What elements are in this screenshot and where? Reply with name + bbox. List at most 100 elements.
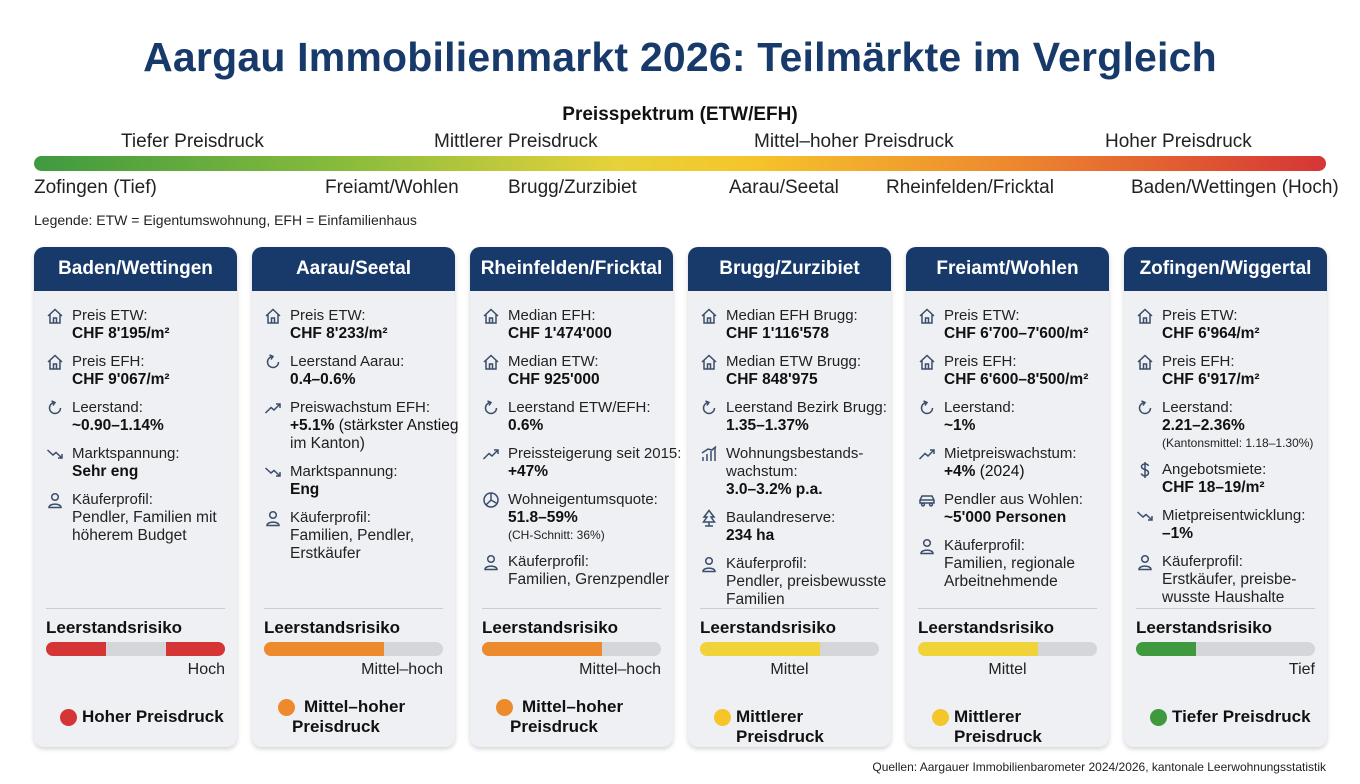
- item-value-text: CHF 6'700–7'600/m²: [944, 325, 1089, 342]
- card-title: Rheinfelden/Fricktal: [470, 247, 673, 291]
- trend-down-icon: [46, 445, 64, 463]
- item-label: Median EFH:: [508, 307, 596, 324]
- risk-bar-fill: [264, 642, 384, 656]
- item-label: Preis ETW:: [944, 307, 1020, 324]
- person-icon: [1136, 553, 1154, 571]
- item-value: CHF 1'474'000: [508, 325, 612, 343]
- refresh-icon: [1136, 399, 1154, 417]
- risk-label: Mittel–hoch: [361, 661, 443, 678]
- risk-label: Mittel: [988, 661, 1027, 678]
- house-icon: [700, 307, 718, 325]
- risk-bar-fill: [1136, 642, 1196, 656]
- divider: [264, 608, 443, 609]
- region-label: Freiamt/Wohlen: [325, 177, 459, 198]
- item-value: CHF 6'917/m²: [1162, 371, 1260, 389]
- risk-bar-fill: [482, 642, 602, 656]
- item-label: Preissteigerung seit 2015:: [508, 445, 682, 462]
- region-label: Aarau/Seetal: [729, 177, 839, 198]
- item-label: Preis ETW:: [1162, 307, 1238, 324]
- house-icon: [700, 353, 718, 371]
- house-icon: [46, 353, 64, 371]
- risk-bar-fill: [700, 642, 820, 656]
- page-title: Aargau Immobilienmarkt 2026: Teilmärkte …: [143, 34, 1217, 80]
- item-text: Familien, Pendler,: [290, 527, 415, 544]
- market-card: Aarau/Seetal Preis ETW: CHF 8'233/m² Leerst…: [252, 247, 459, 747]
- pressure-dot: [496, 699, 513, 716]
- pressure-label: Mittlerer Preisdruck: [736, 707, 824, 746]
- market-card: Brugg/Zurzibiet Median EFH Brugg: CHF 1'11…: [688, 247, 891, 747]
- pressure-label: Preisdruck: [510, 717, 598, 736]
- item-value-text: 3.0–3.2% p.a.: [726, 481, 823, 498]
- pressure-dot: [932, 709, 949, 726]
- person-icon: [482, 553, 500, 571]
- item-value: 3.0–3.2% p.a.: [726, 481, 823, 499]
- item-value-text: 234 ha: [726, 527, 775, 544]
- risk-heading: Leerstandsrisiko: [700, 618, 837, 637]
- card-title: Aarau/Seetal: [252, 247, 455, 291]
- risk-bar: [700, 642, 879, 656]
- item-value: –1%: [1162, 525, 1193, 543]
- item-label: Käuferprofil:: [726, 555, 807, 572]
- item-text: Familien, Grenzpendler: [508, 571, 670, 588]
- item-label: Preis ETW:: [290, 307, 366, 324]
- trend-up-icon: [264, 399, 282, 417]
- house-icon: [918, 307, 936, 325]
- item-text: Erstkäufer, preisbe-: [1162, 571, 1297, 588]
- risk-bar: [264, 642, 443, 656]
- pressure-label: Mittlerer Preisdruck: [954, 707, 1042, 746]
- trend-up-icon: [918, 445, 936, 463]
- region-label: Brugg/Zurzibiet: [508, 177, 637, 198]
- item-value: CHF 8'195/m²: [72, 325, 170, 343]
- item-value-text: Sehr eng: [72, 463, 139, 480]
- card-title: Baden/Wettingen: [34, 247, 237, 291]
- item-label: Leerstand Aarau:: [290, 353, 405, 370]
- item-label: Preis EFH:: [944, 353, 1017, 370]
- item-value-text: CHF 8'195/m²: [72, 325, 170, 342]
- item-text: Pendler, Familien mit: [72, 509, 217, 526]
- pressure-dot: [1150, 709, 1167, 726]
- market-card: Zofingen/Wiggertal Preis ETW: CHF 6'964/m²…: [1124, 247, 1327, 747]
- item-label: Angebotsmiete:: [1162, 461, 1267, 478]
- item-value-text: CHF 9'067/m²: [72, 371, 170, 388]
- risk-bar-fill: [918, 642, 1038, 656]
- house-icon: [482, 353, 500, 371]
- price-spectrum-bar: [34, 156, 1326, 171]
- item-value: 1.35–1.37%: [726, 417, 809, 435]
- item-value-text: –1%: [1162, 525, 1194, 542]
- item-footnote: (Kantonsmittel: 1.18–1.30%): [1162, 436, 1314, 450]
- person-icon: [918, 537, 936, 555]
- item-value: CHF 848'975: [726, 371, 818, 389]
- item-label: Käuferprofil:: [944, 537, 1025, 554]
- dollar-icon: [1136, 461, 1154, 479]
- level-mid: Mittlerer Preisdruck: [434, 131, 598, 152]
- item-value-text: CHF 6'600–8'500/m²: [944, 371, 1089, 388]
- legend: Legende: ETW = Eigentumswohnung, EFH = E…: [34, 212, 417, 228]
- item-value: CHF 1'116'578: [726, 325, 829, 343]
- refresh-icon: [482, 399, 500, 417]
- market-card: Freiamt/Wohlen Preis ETW: CHF 6'700–7'600/…: [906, 247, 1109, 747]
- divider: [46, 608, 225, 609]
- card-title: Zofingen/Wiggertal: [1124, 247, 1327, 291]
- item-label: Leerstand:: [944, 399, 1015, 416]
- trend-down-icon: [264, 463, 282, 481]
- item-value: ~5'000 Personen: [944, 509, 1066, 527]
- refresh-icon: [46, 399, 64, 417]
- spectrum-title: Preisspektrum (ETW/EFH): [562, 104, 798, 125]
- item-text: Arbeitnehmende: [944, 573, 1058, 590]
- person-icon: [264, 509, 282, 527]
- risk-label: Tief: [1288, 661, 1315, 678]
- item-label: Preiswachstum EFH:: [290, 399, 431, 416]
- item-value-note: (stärkster Anstieg: [334, 417, 459, 434]
- item-text: wusste Haushalte: [1162, 589, 1285, 606]
- pressure-dot: [278, 699, 295, 716]
- item-label: Marktspannung:: [72, 445, 180, 462]
- pressure-dot: [60, 709, 77, 726]
- item-label: Preis EFH:: [1162, 353, 1235, 370]
- item-value: 234 ha: [726, 527, 774, 545]
- bar-chart-icon: [700, 445, 718, 463]
- item-label: Leerstand:: [72, 399, 143, 416]
- item-value-text: +4%: [944, 463, 976, 480]
- region-label: Rheinfelden/Fricktal: [886, 177, 1054, 198]
- item-value: Eng: [290, 481, 319, 499]
- card-title: Freiamt/Wohlen: [906, 247, 1109, 291]
